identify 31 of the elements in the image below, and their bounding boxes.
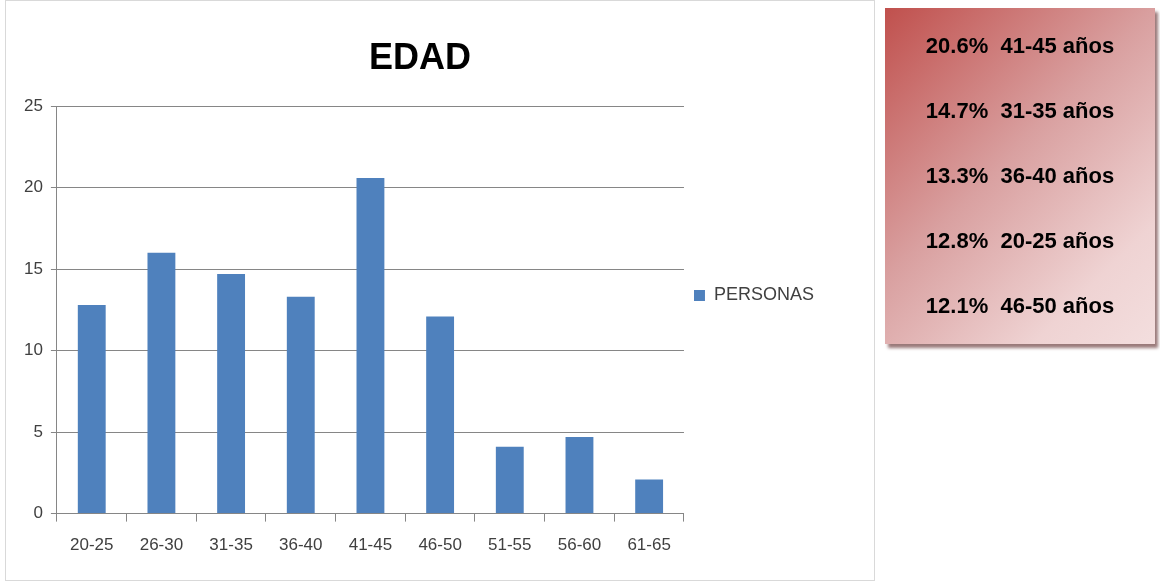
x-tick-label: 36-40 xyxy=(279,535,323,555)
x-tick-label: 41-45 xyxy=(348,535,393,555)
text: 12.8% 20-25 años xyxy=(925,227,1115,254)
bar xyxy=(356,177,385,514)
bar xyxy=(565,437,594,514)
text: 13.3% 36-40 años xyxy=(925,162,1115,189)
x-tick-label: 56-60 xyxy=(557,535,602,555)
chart-title: EDAD xyxy=(368,35,472,77)
text: 14.7% 31-35 años xyxy=(925,98,1115,125)
x-tick-label: 26-30 xyxy=(139,535,184,555)
y-tick-label: 0 xyxy=(33,503,43,523)
x-tick-label: 31-35 xyxy=(209,535,253,555)
bar xyxy=(635,479,664,514)
bar xyxy=(495,446,524,514)
x-tick-label: 51-55 xyxy=(488,535,532,555)
legend-label: PERSONAS xyxy=(713,284,814,305)
x-tick-label: 61-65 xyxy=(627,535,671,555)
y-tick-label: 15 xyxy=(23,258,43,278)
text: 12.1% 46-50 años xyxy=(925,292,1115,319)
y-tick-label: 5 xyxy=(33,421,43,441)
bar xyxy=(77,305,106,514)
y-tick-label: 20 xyxy=(23,177,43,197)
bar xyxy=(217,274,246,514)
x-tick-label: 20-25 xyxy=(70,535,114,555)
bar xyxy=(147,252,176,514)
text: 20.6% 41-45 años xyxy=(925,33,1115,60)
bar xyxy=(426,316,455,514)
y-tick-label: 25 xyxy=(23,95,43,115)
x-tick-label: 46-50 xyxy=(418,535,462,555)
bar xyxy=(286,296,315,514)
y-tick-label: 10 xyxy=(23,340,43,360)
